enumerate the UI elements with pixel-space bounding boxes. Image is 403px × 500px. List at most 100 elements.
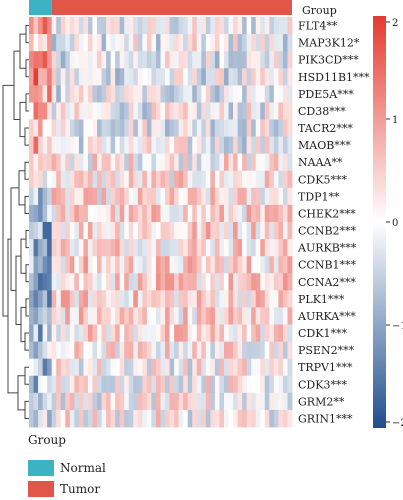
gene-label: MAP3K12* — [298, 37, 360, 50]
heatmap-cell — [174, 170, 180, 189]
heatmap-cell — [42, 68, 48, 86]
gene-label: CCNB2*** — [298, 225, 357, 238]
heatmap-cell — [74, 307, 80, 325]
heatmap-cell — [133, 85, 139, 103]
heatmap-cell — [78, 17, 84, 35]
heatmap-cell — [205, 153, 211, 172]
heatmap-cell — [242, 324, 248, 342]
heatmap-cell — [219, 187, 225, 206]
heatmap-cell — [228, 17, 234, 35]
heatmap-cell — [278, 204, 284, 223]
heatmap-cell — [214, 170, 220, 189]
heatmap-cell — [78, 392, 84, 411]
heatmap-cell — [133, 68, 139, 86]
heatmap-cell — [264, 222, 270, 240]
heatmap-cell — [47, 102, 53, 120]
heatmap-cell — [233, 409, 238, 428]
heatmap-cell — [33, 119, 39, 137]
gene-label: FLT4** — [298, 20, 338, 33]
heatmap-cell — [65, 239, 71, 257]
heatmap-cell — [83, 273, 89, 291]
heatmap-cell — [92, 358, 98, 377]
heatmap-cell — [97, 136, 102, 155]
heatmap-cell — [83, 358, 89, 377]
heatmap-cell — [287, 51, 293, 69]
heatmap-cell — [74, 51, 80, 69]
colorbar-tick-label: 2 — [392, 18, 398, 29]
heatmap-cell — [106, 136, 112, 155]
heatmap-cell — [133, 34, 139, 52]
heatmap-cell — [119, 409, 125, 428]
heatmap-cell — [47, 51, 53, 69]
heatmap-cell — [151, 273, 157, 291]
heatmap-cell — [233, 153, 238, 172]
heatmap-cell — [187, 392, 193, 411]
heatmap-cell — [287, 307, 293, 325]
heatmap-cell — [128, 324, 134, 342]
heatmap-cell — [29, 187, 34, 206]
heatmap-cell — [287, 102, 293, 120]
heatmap-cell — [87, 85, 93, 103]
heatmap-cell — [92, 409, 98, 428]
heatmap-cell — [128, 409, 134, 428]
heatmap-cell — [201, 290, 207, 308]
heatmap-cell — [165, 290, 170, 308]
heatmap-cell — [29, 290, 34, 308]
heatmap-cell — [192, 119, 198, 137]
heatmap-cell — [278, 85, 284, 103]
heatmap-cell — [165, 204, 170, 223]
heatmap-cell — [201, 324, 207, 342]
heatmap-cell — [174, 119, 180, 137]
heatmap-cell — [128, 102, 134, 120]
heatmap-cell — [269, 358, 275, 377]
heatmap-cell — [174, 222, 180, 240]
heatmap-cell — [110, 204, 116, 223]
heatmap-cell — [233, 204, 238, 223]
heatmap-cell — [183, 187, 189, 206]
heatmap-cell — [278, 153, 284, 172]
heatmap-cell — [237, 51, 243, 69]
heatmap-cell — [83, 290, 89, 308]
heatmap-cell — [237, 17, 243, 35]
heatmap-cell — [146, 34, 152, 52]
heatmap-cell — [101, 136, 107, 155]
heatmap-cell — [251, 51, 257, 69]
heatmap-cell — [60, 136, 66, 155]
heatmap-cell — [178, 273, 184, 291]
heatmap-cell — [42, 375, 48, 394]
heatmap-cell — [47, 239, 53, 257]
heatmap-cell — [264, 119, 270, 137]
heatmap-cell — [273, 358, 279, 377]
heatmap-cell — [242, 170, 248, 189]
heatmap-cell — [205, 222, 211, 240]
heatmap-cell — [60, 204, 66, 223]
heatmap-cell — [242, 153, 248, 172]
heatmap-cell — [187, 119, 193, 137]
heatmap-cell — [160, 324, 166, 342]
heatmap-cell — [115, 170, 121, 189]
heatmap-cell — [287, 409, 293, 428]
heatmap-cell — [260, 34, 266, 52]
heatmap-cell — [137, 17, 143, 35]
heatmap-cell — [269, 375, 275, 394]
heatmap-cell — [110, 392, 116, 411]
heatmap-cell — [78, 136, 84, 155]
heatmap-cell — [165, 324, 170, 342]
heatmap-cell — [246, 341, 252, 360]
heatmap-cell — [246, 375, 252, 394]
heatmap-cell — [151, 239, 157, 257]
heatmap-cell — [251, 341, 257, 360]
heatmap-cell — [282, 290, 288, 308]
heatmap-cell — [128, 34, 134, 52]
heatmap-cell — [237, 273, 243, 291]
heatmap-cell — [242, 358, 248, 377]
heatmap-cell — [69, 273, 75, 291]
heatmap-cell — [29, 119, 34, 137]
heatmap-cell — [287, 273, 293, 291]
heatmap-cell — [101, 375, 107, 394]
heatmap-cell — [174, 239, 180, 257]
heatmap-cell — [246, 239, 252, 257]
heatmap-cell — [92, 341, 98, 360]
heatmap-cell — [219, 358, 225, 377]
heatmap-cell — [83, 51, 89, 69]
